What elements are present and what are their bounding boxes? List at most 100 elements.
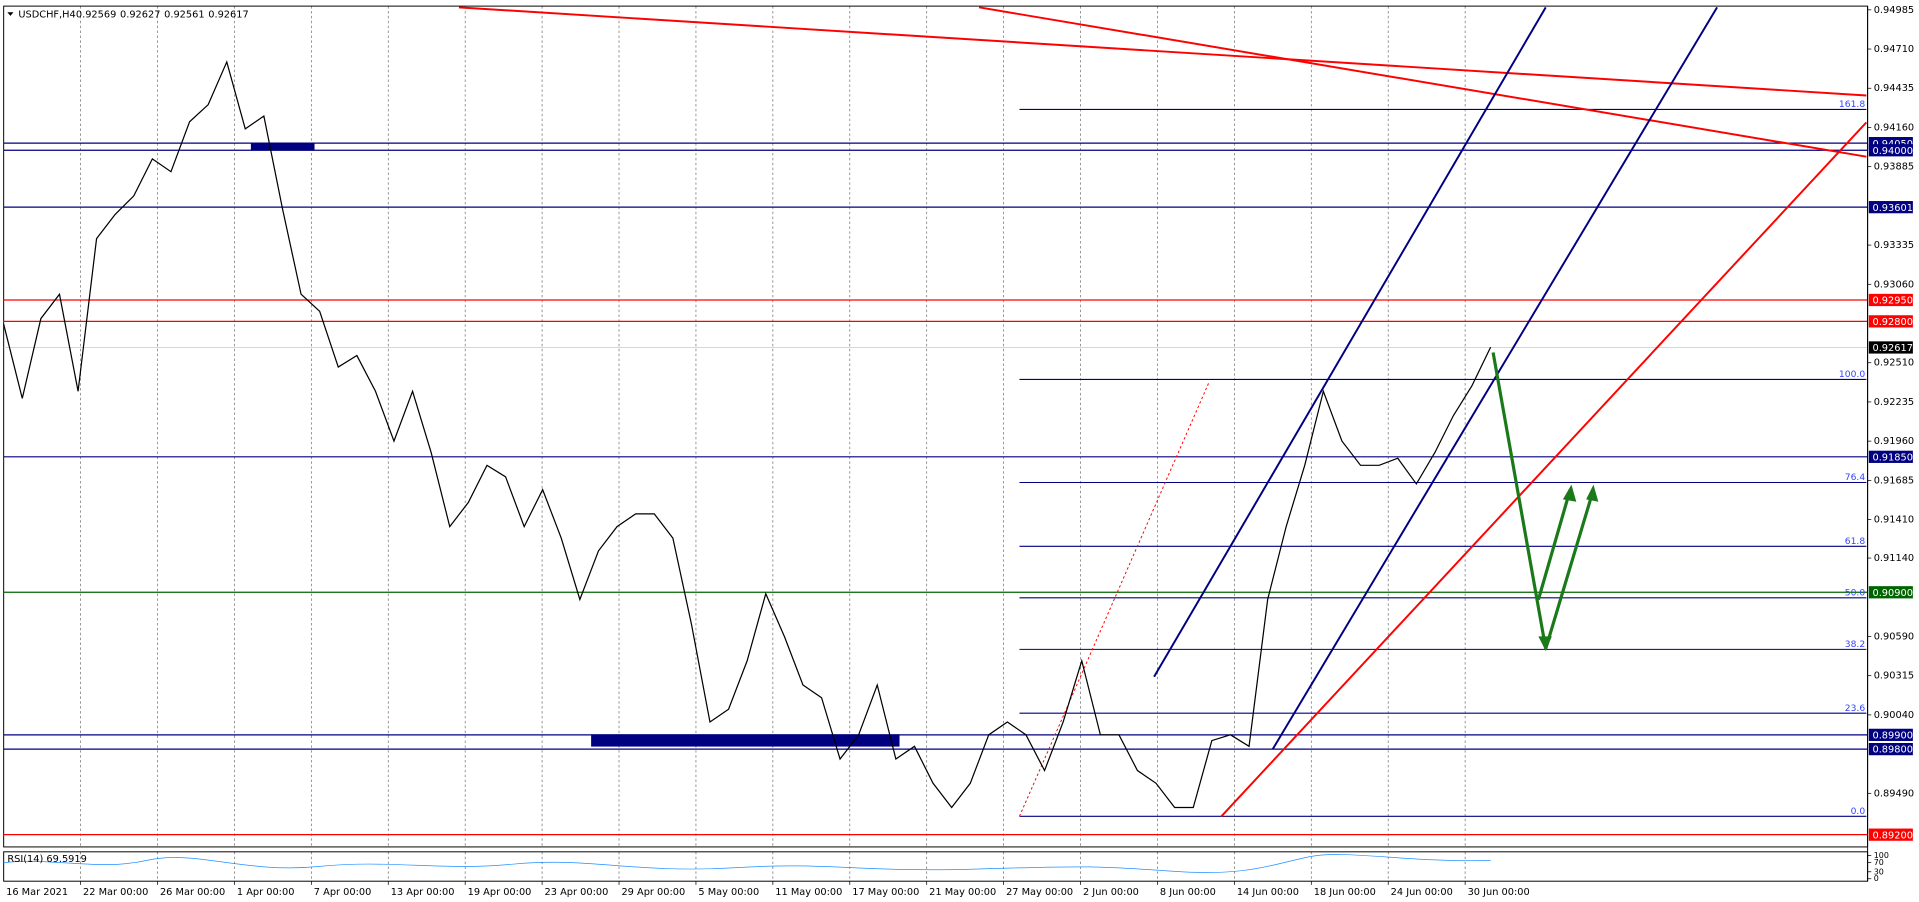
y-tick-label: 0.94435 (1874, 83, 1914, 94)
arrow-head (1562, 484, 1577, 502)
time-label: 29 Apr 00:00 (621, 887, 685, 898)
y-tick-label: 0.94710 (1874, 44, 1914, 55)
time-label: 26 Mar 00:00 (160, 887, 225, 898)
y-tick-label: 0.92235 (1874, 397, 1914, 408)
rsi-tick-label: 100 (1874, 851, 1889, 860)
level-label: 0.93601 (1872, 203, 1912, 214)
price-line (3, 60, 1492, 809)
level-tag (1868, 728, 1913, 741)
time-label: 5 May 00:00 (698, 887, 759, 898)
fib-label: 50.0 (1845, 587, 1866, 598)
trend-line (1220, 121, 1868, 817)
level-label: 0.92800 (1872, 317, 1912, 328)
y-tick-label: 0.91140 (1874, 553, 1914, 564)
fib-label: 161.8 (1839, 99, 1865, 110)
grid (80, 6, 1466, 882)
time-label: 27 May 00:00 (1006, 887, 1073, 898)
y-tick-label: 0.93335 (1874, 240, 1914, 251)
arrow-head (1538, 636, 1552, 652)
time-label: 24 Jun 00:00 (1391, 887, 1453, 898)
y-tick-label: 0.92510 (1874, 358, 1914, 369)
time-label: 17 May 00:00 (852, 887, 919, 898)
level-tag (1868, 450, 1913, 463)
y-tick-label: 0.90040 (1874, 710, 1914, 721)
time-axis: 16 Mar 2021 22 Mar 00:00 26 Mar 00:00 1 Apr… (6, 881, 1530, 898)
level-label: 0.90900 (1872, 588, 1912, 599)
time-label: 19 Apr 00:00 (468, 887, 532, 898)
fib-label: 0.0 (1851, 806, 1866, 817)
level-label: 0.91850 (1872, 452, 1912, 463)
time-label: 18 Jun 00:00 (1314, 887, 1376, 898)
ohlc-value: 0.92561 (164, 10, 204, 21)
arrow-head (1586, 484, 1599, 502)
level-tag (1868, 586, 1913, 599)
time-label: 14 Jun 00:00 (1237, 887, 1299, 898)
trend-line (458, 6, 1867, 97)
channel-line (1153, 6, 1547, 678)
time-label: 22 Mar 00:00 (83, 887, 148, 898)
levels (3, 142, 1868, 836)
rsi-tick-label: 30 (1874, 867, 1884, 876)
drawings (3, 6, 1868, 873)
fib-label: 23.6 (1845, 703, 1866, 714)
time-label: 2 Jun 00:00 (1083, 887, 1139, 898)
fib-label: 61.8 (1845, 536, 1866, 547)
level-label: 0.89200 (1872, 830, 1912, 841)
rsi-line (3, 854, 1491, 873)
y-tick-label: 0.91410 (1874, 515, 1914, 526)
level-labels: 0.940500.940000.936010.929500.928000.926… (1868, 137, 1913, 841)
fib-base-line (1019, 381, 1210, 817)
level-tag (1868, 742, 1913, 756)
zone (250, 143, 315, 151)
level-label: 0.89900 (1872, 730, 1912, 741)
level-label: 0.94000 (1872, 146, 1912, 157)
y-tick-label: 0.91685 (1874, 475, 1914, 486)
y-tick-label: 0.91960 (1874, 436, 1914, 447)
time-label: 11 May 00:00 (775, 887, 842, 898)
y-tick-label: 0.90590 (1874, 631, 1914, 642)
fib-label: 38.2 (1845, 639, 1865, 650)
time-label: 7 Apr 00:00 (314, 887, 372, 898)
level-tag (1868, 315, 1913, 328)
ohlc-value: 0.92617 (208, 10, 248, 21)
level-tag (1868, 201, 1913, 214)
level-tag (1868, 144, 1913, 157)
level-tag (1868, 341, 1913, 354)
level-label: 0.92950 (1872, 296, 1912, 307)
rsi-tick-label: 70 (1874, 858, 1884, 867)
time-label: 23 Apr 00:00 (545, 887, 609, 898)
level-tag (1868, 293, 1913, 307)
y-tick-label: 0.94160 (1874, 122, 1914, 133)
channel-line (1271, 6, 1718, 750)
time-label: 21 May 00:00 (929, 887, 996, 898)
time-label: 30 Jun 00:00 (1468, 887, 1530, 898)
time-label: 1 Apr 00:00 (237, 887, 295, 898)
trend-line (978, 6, 1867, 158)
level-tag (1868, 828, 1913, 841)
zone (591, 734, 900, 747)
fib-label: 100.0 (1839, 369, 1865, 380)
y-tick-label: 0.93060 (1874, 279, 1914, 290)
y-tick-label: 0.93885 (1874, 162, 1914, 173)
ohlc-values: 0.92569 0.92627 0.92561 0.92617 (76, 10, 249, 21)
level-label: 0.89800 (1872, 745, 1912, 756)
price (3, 60, 1492, 809)
symbol: USDCHF,H4 (18, 10, 75, 21)
ohlc-value: 0.92627 (120, 10, 160, 21)
fibonacci: 161.8 100.0 76.4 61.8 50.0 38.2 23.6 0.0 (1019, 99, 1867, 817)
y-tick-label: 0.94985 (1874, 5, 1914, 16)
y-tick-label: 0.89490 (1874, 788, 1914, 799)
rsi-tick-label: 0 (1874, 874, 1879, 883)
menu-arrow[interactable] (7, 12, 14, 16)
rsi-label: RSI(14) 69.5919 (7, 854, 87, 865)
time-label: 16 Mar 2021 (6, 887, 68, 898)
fib-label: 76.4 (1845, 472, 1866, 483)
time-label: 13 Apr 00:00 (391, 887, 455, 898)
price-axis: 0.94985 0.94710 0.94435 0.94160 0.93885 0.933… (1867, 5, 1914, 799)
forecast-arrow (1536, 489, 1572, 601)
